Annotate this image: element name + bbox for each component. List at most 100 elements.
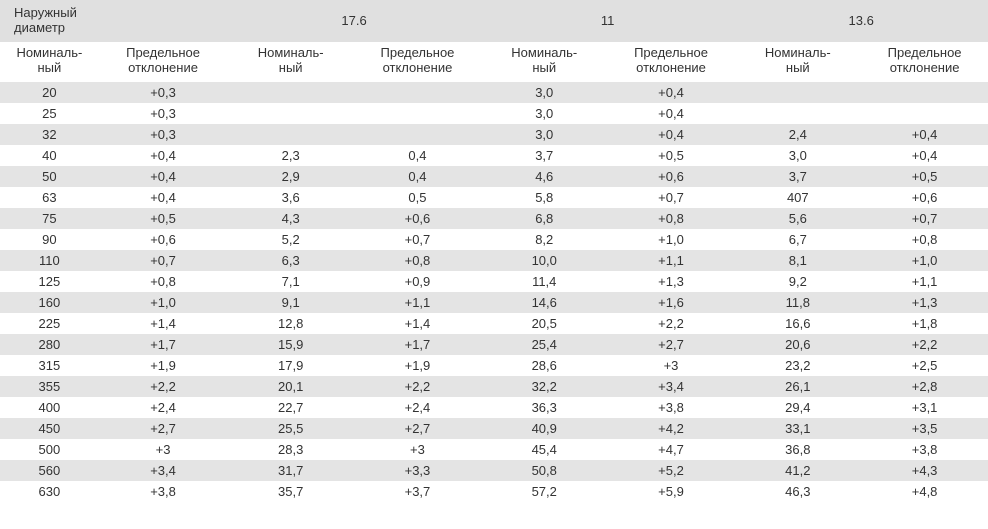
table-cell: 20 (0, 82, 99, 103)
table-cell: 20,5 (481, 313, 608, 334)
table-cell: 14,6 (481, 292, 608, 313)
sub-nominal-2: Номиналь- ный (481, 42, 608, 82)
table-cell: +0,4 (608, 124, 735, 145)
sub-nominal-0: Номиналь- ный (0, 42, 99, 82)
table-cell (734, 103, 861, 124)
table-cell: 6,8 (481, 208, 608, 229)
table-cell: +1,4 (354, 313, 481, 334)
table-cell: 25,5 (227, 418, 354, 439)
table-cell: 23,2 (734, 355, 861, 376)
group-header-1: 11 (481, 0, 735, 42)
table-cell: +3,4 (608, 376, 735, 397)
table-row: 110+0,76,3+0,810,0+1,18,1+1,0 (0, 250, 988, 271)
table-cell: 560 (0, 460, 99, 481)
table-cell: 20,1 (227, 376, 354, 397)
table-cell (227, 124, 354, 145)
table-row: 90+0,65,2+0,78,2+1,06,7+0,8 (0, 229, 988, 250)
table-cell: 11,4 (481, 271, 608, 292)
table-cell: 11,8 (734, 292, 861, 313)
table-cell: +0,5 (608, 145, 735, 166)
table-cell: 8,1 (734, 250, 861, 271)
header-row-groups: Наружный диаметр 17.6 11 13.6 (0, 0, 988, 42)
table-row: 225+1,412,8+1,420,5+2,216,6+1,8 (0, 313, 988, 334)
group-header-0: 17.6 (227, 0, 481, 42)
table-cell: 0,4 (354, 166, 481, 187)
table-cell: 3,7 (481, 145, 608, 166)
table-cell: +2,5 (861, 355, 988, 376)
table-cell: 160 (0, 292, 99, 313)
table-cell: 407 (734, 187, 861, 208)
table-cell: +1,8 (861, 313, 988, 334)
table-cell: +1,0 (861, 250, 988, 271)
table-cell: 46,3 (734, 481, 861, 502)
table-cell: +1,4 (99, 313, 227, 334)
table-cell: +3 (99, 439, 227, 460)
table-cell: +3,8 (608, 397, 735, 418)
table-cell: +3,4 (99, 460, 227, 481)
table-row: 160+1,09,1+1,114,6+1,611,8+1,3 (0, 292, 988, 313)
table-cell: +0,8 (608, 208, 735, 229)
table-cell: +0,7 (99, 250, 227, 271)
table-cell: +0,3 (99, 124, 227, 145)
table-cell: +1,3 (608, 271, 735, 292)
table-cell: +0,6 (608, 166, 735, 187)
table-cell (354, 124, 481, 145)
table-cell: +1,6 (608, 292, 735, 313)
table-cell: +2,2 (354, 376, 481, 397)
table-cell: +0,4 (608, 103, 735, 124)
table-body: 20+0,33,0+0,425+0,33,0+0,432+0,33,0+0,42… (0, 82, 988, 502)
table-cell: +5,2 (608, 460, 735, 481)
table-cell: +5,9 (608, 481, 735, 502)
table-cell: 40 (0, 145, 99, 166)
table-row: 63+0,43,60,55,8+0,7407+0,6 (0, 187, 988, 208)
table-cell: +0,3 (99, 82, 227, 103)
table-row: 315+1,917,9+1,928,6+323,2+2,5 (0, 355, 988, 376)
table-cell: +2,7 (608, 334, 735, 355)
table-cell: 33,1 (734, 418, 861, 439)
table-cell: +0,6 (861, 187, 988, 208)
table-cell: +0,3 (99, 103, 227, 124)
sub-dev-0: Предельное отклонение (99, 42, 227, 82)
table-cell (354, 103, 481, 124)
table-cell: 5,8 (481, 187, 608, 208)
table-cell: 630 (0, 481, 99, 502)
table-cell: 5,6 (734, 208, 861, 229)
table-cell: +3,5 (861, 418, 988, 439)
table-cell: 280 (0, 334, 99, 355)
table-cell: 225 (0, 313, 99, 334)
outer-l1: Наружный (14, 5, 77, 20)
sub-nominal-3: Номиналь- ный (734, 42, 861, 82)
table-cell (861, 103, 988, 124)
table-cell: +0,5 (861, 166, 988, 187)
table-cell: +0,8 (861, 229, 988, 250)
table-cell: 28,3 (227, 439, 354, 460)
table-cell: 3,7 (734, 166, 861, 187)
table-cell: +0,4 (861, 124, 988, 145)
table-cell: 28,6 (481, 355, 608, 376)
table-cell: 4,3 (227, 208, 354, 229)
table-cell: +1,1 (608, 250, 735, 271)
table-cell (227, 82, 354, 103)
table-cell: 32,2 (481, 376, 608, 397)
table-cell: 3,6 (227, 187, 354, 208)
table-cell: +1,7 (354, 334, 481, 355)
table-cell: 10,0 (481, 250, 608, 271)
table-cell: 4,6 (481, 166, 608, 187)
table-cell: +0,7 (608, 187, 735, 208)
table-cell: 3,0 (481, 103, 608, 124)
sub-nominal-1: Номиналь- ный (227, 42, 354, 82)
table-row: 20+0,33,0+0,4 (0, 82, 988, 103)
table-cell: +3,8 (99, 481, 227, 502)
table-cell: +4,2 (608, 418, 735, 439)
table-cell: 50 (0, 166, 99, 187)
header-row-sub: Номиналь- ный Предельное отклонение Номи… (0, 42, 988, 82)
table-row: 32+0,33,0+0,42,4+0,4 (0, 124, 988, 145)
table-cell: 7,1 (227, 271, 354, 292)
table-cell: 6,3 (227, 250, 354, 271)
table-row: 355+2,220,1+2,232,2+3,426,1+2,8 (0, 376, 988, 397)
table-cell (861, 82, 988, 103)
table-cell: +0,4 (608, 82, 735, 103)
table-cell: 315 (0, 355, 99, 376)
table-cell: +1,0 (99, 292, 227, 313)
table-cell: 90 (0, 229, 99, 250)
